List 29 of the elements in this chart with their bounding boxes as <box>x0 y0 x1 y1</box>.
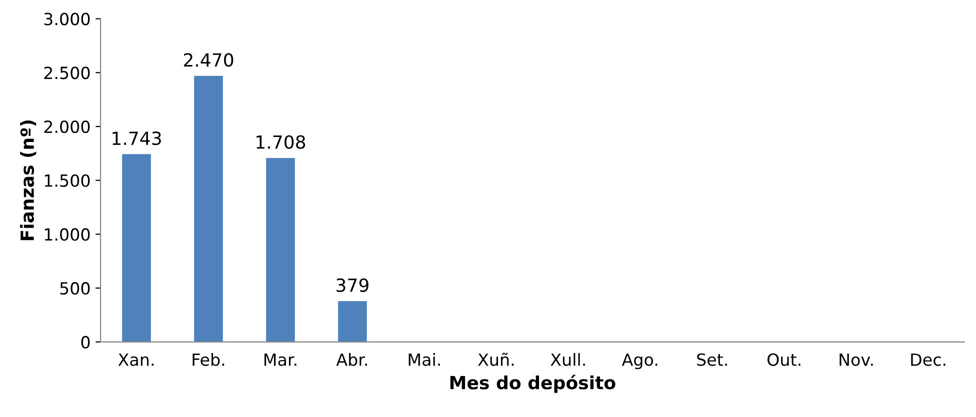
y-tick-label: 500 <box>60 282 90 295</box>
x-tick-label: Set. <box>697 353 727 366</box>
x-tick-label: Abr. <box>336 353 367 366</box>
x-tick-label: Feb. <box>192 353 224 366</box>
data-label: 1.743 <box>112 131 161 146</box>
y-tick-label: 3.000 <box>44 12 90 26</box>
y-axis-title: Fianzas (nº) <box>20 120 36 240</box>
x-tick-label: Xull. <box>550 353 585 366</box>
data-label: 1.708 <box>256 135 306 149</box>
bar <box>338 301 367 342</box>
y-tick-label: 1.500 <box>44 174 90 187</box>
x-tick-label: Dec. <box>911 354 946 366</box>
y-tick-label: 1.000 <box>44 228 90 241</box>
bar <box>194 76 223 342</box>
y-tick-label: 0 <box>81 336 90 349</box>
x-tick-label: Ago. <box>622 354 658 370</box>
y-tick-label: 2.000 <box>44 120 90 134</box>
x-tick-label: Xuñ. <box>478 352 514 366</box>
x-tick-label: Mai. <box>408 353 440 366</box>
bar <box>266 158 295 342</box>
bar <box>122 154 151 342</box>
data-label: 2.470 <box>184 53 234 67</box>
data-label: 379 <box>336 278 368 292</box>
x-tick-label: Xan. <box>118 354 154 366</box>
x-tick-label: Nov. <box>840 354 873 366</box>
x-tick-label: Mar. <box>264 354 296 366</box>
x-tick-label: Out. <box>768 353 800 366</box>
y-tick-label: 2.500 <box>44 66 90 80</box>
x-axis-title: Mes do depósito <box>450 374 616 393</box>
